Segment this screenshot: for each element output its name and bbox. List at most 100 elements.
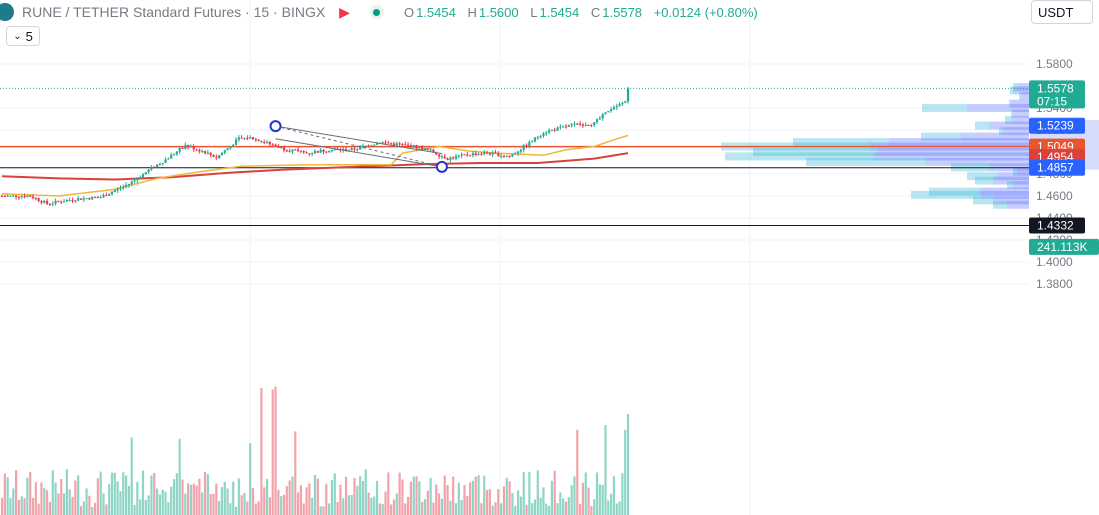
candle-body bbox=[553, 129, 556, 131]
volume-bar bbox=[531, 503, 534, 515]
candle-body bbox=[584, 124, 587, 126]
volume-bar bbox=[60, 478, 63, 515]
profile-bar-buy bbox=[975, 176, 993, 185]
candle-body bbox=[404, 144, 407, 146]
candle-body bbox=[390, 143, 393, 145]
volume-bar bbox=[189, 484, 193, 515]
candle-body bbox=[421, 146, 424, 151]
volume-bar bbox=[271, 389, 274, 515]
candle-body bbox=[285, 150, 288, 152]
candle-body bbox=[9, 195, 12, 197]
volume-bar bbox=[237, 478, 240, 515]
candle-body bbox=[463, 154, 466, 156]
volume-bar bbox=[175, 473, 178, 515]
candle-body bbox=[34, 198, 37, 200]
volume-bar bbox=[423, 499, 427, 515]
volume-bar bbox=[54, 482, 57, 515]
volume-bar bbox=[23, 498, 26, 515]
candle-body bbox=[116, 188, 119, 191]
volume-bar bbox=[553, 470, 556, 515]
indicator-length-button[interactable]: ⌄ 5 bbox=[6, 26, 40, 46]
ohlc-values: O 1.5454 H 1.5600 L 1.5454 C 1.5578 +0.0124 … bbox=[404, 5, 758, 20]
market-status-icon[interactable] bbox=[369, 5, 384, 19]
candle-body bbox=[20, 196, 23, 198]
candle-body bbox=[60, 201, 63, 203]
volume-bar bbox=[443, 475, 446, 515]
profile-bar-sell bbox=[926, 157, 1029, 166]
volume-bar bbox=[105, 504, 108, 515]
candle-body bbox=[141, 174, 145, 178]
candle-body bbox=[175, 151, 178, 155]
profile-bar-sell bbox=[1017, 83, 1029, 92]
candle-body bbox=[240, 137, 243, 139]
change-value: +0.0124 (+0.80%) bbox=[653, 4, 758, 20]
candle-body bbox=[624, 101, 627, 103]
volume-bar bbox=[440, 498, 444, 515]
candle-body bbox=[443, 156, 446, 159]
candle-body bbox=[91, 196, 94, 200]
volume-bar bbox=[418, 481, 421, 515]
currency-selector[interactable]: USDT bbox=[1031, 0, 1093, 24]
symbol-title[interactable]: RUNE / TETHER Standard Futures · 15 · BI… bbox=[22, 4, 326, 20]
volume-bar bbox=[229, 503, 232, 515]
volume-bar bbox=[130, 437, 133, 515]
profile-bar-buy bbox=[1009, 99, 1011, 108]
candle-body bbox=[454, 156, 458, 159]
volume-bar bbox=[562, 498, 565, 515]
candle-body bbox=[291, 149, 294, 152]
volume-bar bbox=[325, 483, 328, 515]
candle-body bbox=[533, 137, 537, 142]
volume-bar bbox=[291, 476, 294, 515]
volume-bar bbox=[31, 498, 35, 515]
candle-body bbox=[96, 197, 99, 199]
volume-bar bbox=[260, 387, 263, 515]
volume-bar bbox=[288, 480, 291, 515]
volume-bar bbox=[265, 478, 269, 515]
volume-bar bbox=[612, 476, 616, 515]
candle-body bbox=[102, 195, 105, 198]
candle-body bbox=[254, 139, 257, 141]
volume-bar bbox=[96, 478, 99, 515]
volume-bar bbox=[308, 483, 311, 515]
candle-body bbox=[65, 199, 68, 202]
candle-body bbox=[181, 148, 184, 150]
volume-bar bbox=[294, 431, 297, 515]
profile-bar-sell bbox=[1013, 181, 1029, 189]
candle-body bbox=[342, 148, 345, 151]
volume-bar bbox=[398, 472, 401, 515]
volume-bar bbox=[0, 497, 4, 515]
volume-bar bbox=[564, 501, 568, 515]
candle-body bbox=[466, 154, 469, 156]
volume-bar bbox=[203, 471, 207, 515]
candle-body bbox=[522, 145, 525, 150]
volume-bar bbox=[192, 483, 195, 515]
candle-body bbox=[412, 145, 415, 148]
price-labels: 1.557807:151.52391.50491.49541.48571.433… bbox=[1029, 80, 1099, 255]
candle-body bbox=[274, 144, 277, 146]
volume-bar bbox=[195, 485, 198, 515]
candle-body bbox=[189, 146, 193, 148]
candle-body bbox=[361, 145, 365, 147]
candle-body bbox=[491, 152, 494, 155]
candle-body bbox=[127, 184, 130, 186]
price-label-text: 1.4857 bbox=[1037, 161, 1074, 175]
volume-bar bbox=[404, 503, 407, 515]
candle-body bbox=[268, 141, 271, 145]
candle-body bbox=[313, 151, 317, 154]
volume-bar bbox=[384, 491, 387, 515]
volume-bar bbox=[99, 471, 102, 515]
candle-body bbox=[54, 200, 57, 204]
candle-body bbox=[426, 148, 429, 150]
candle-body bbox=[187, 145, 190, 147]
candle-body bbox=[398, 143, 401, 145]
profile-bar-sell bbox=[877, 148, 1029, 156]
volume-bar bbox=[519, 496, 522, 515]
volume-bar bbox=[474, 476, 477, 515]
volume-bar bbox=[82, 501, 85, 515]
candle-body bbox=[271, 144, 274, 146]
candle-body bbox=[249, 137, 252, 139]
candle-body bbox=[449, 157, 452, 161]
candle-body bbox=[367, 145, 370, 147]
volume-bar bbox=[573, 476, 576, 515]
